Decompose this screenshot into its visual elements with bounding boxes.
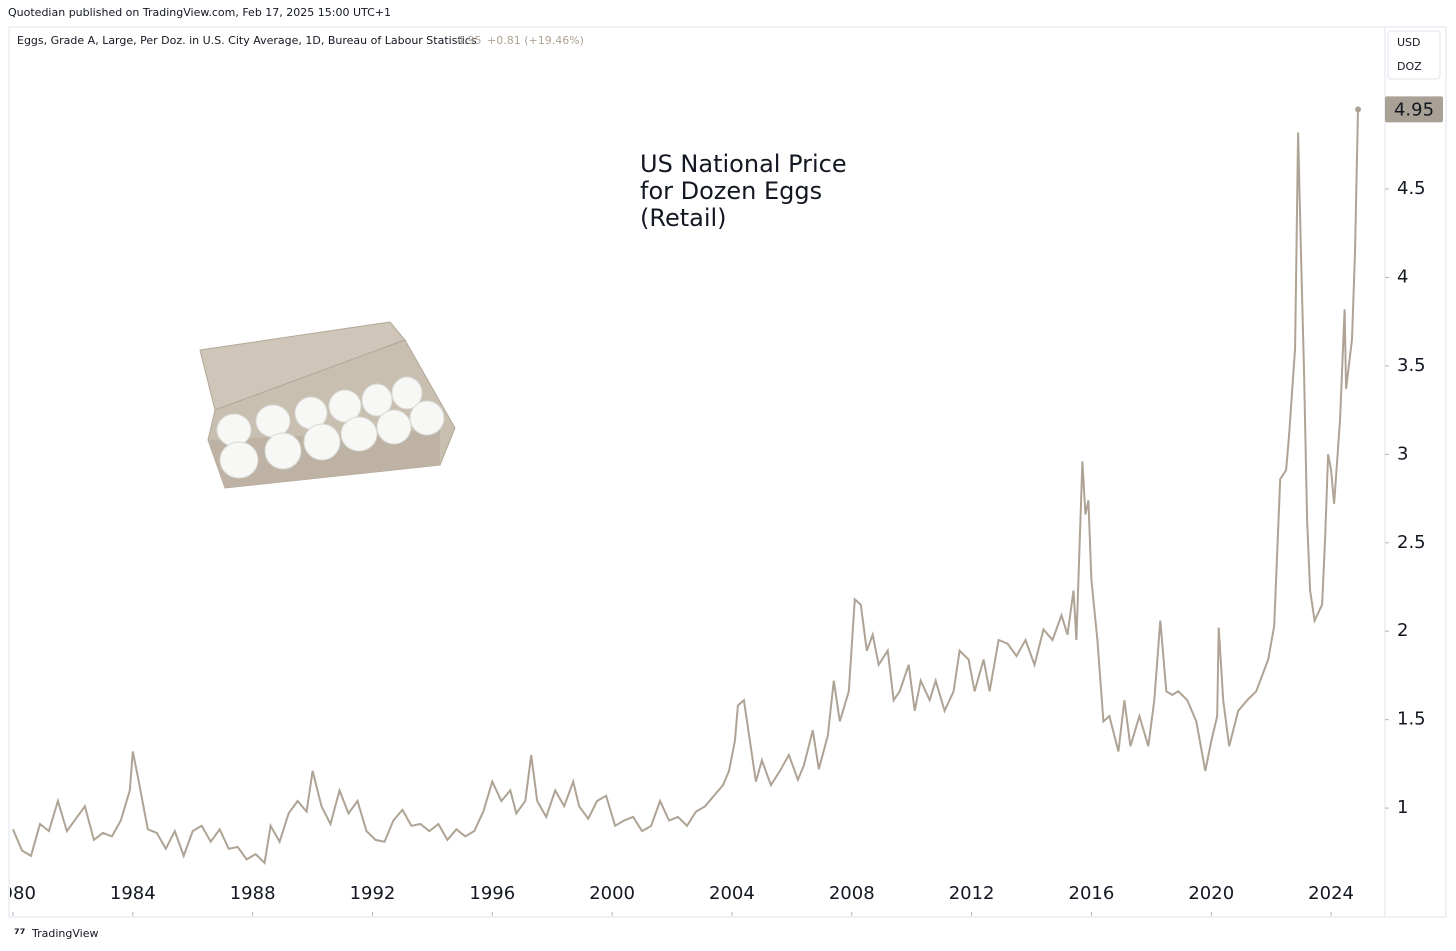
last-point <box>1355 106 1362 113</box>
y-tick-label: 2.5 <box>1397 532 1426 553</box>
x-tick-label: 2012 <box>949 883 995 904</box>
x-tick-label: 1988 <box>230 883 276 904</box>
y-tick-label: 2 <box>1397 620 1408 641</box>
unit[interactable]: DOZ <box>1397 60 1422 73</box>
x-tick-label: 1996 <box>469 883 515 904</box>
price-line <box>12 109 1359 865</box>
x-tick-label: 2024 <box>1308 883 1354 904</box>
x-tick-label: 2008 <box>829 883 875 904</box>
x-tick-label: 2020 <box>1188 883 1234 904</box>
price-tag-label: 4.95 <box>1394 99 1434 120</box>
y-tick-label: 4 <box>1397 266 1408 287</box>
x-tick-label: 2016 <box>1069 883 1115 904</box>
price-tag <box>1385 96 1443 123</box>
y-tick-label: 3.5 <box>1397 355 1426 376</box>
y-tick-label: 3 <box>1397 443 1408 464</box>
unit-box[interactable] <box>1387 30 1441 80</box>
x-tick-label: 1992 <box>350 883 396 904</box>
annotation-line: for Dozen Eggs <box>640 177 822 205</box>
symbol-legend: Eggs, Grade A, Large, Per Doz. in U.S. C… <box>17 34 477 47</box>
y-tick-label: 1 <box>1397 797 1408 818</box>
y-tick-label: 4.5 <box>1397 178 1426 199</box>
chart-frame <box>8 26 1447 918</box>
x-tick-label: 1980 <box>0 883 36 904</box>
logo-mark: ⁷⁷ <box>14 928 25 943</box>
published-line: Quotedian published on TradingView.com, … <box>8 6 391 19</box>
footer-brand: TradingView <box>31 927 98 940</box>
legend-change: +0.81 (+19.46%) <box>487 34 584 47</box>
x-tick-label: 2004 <box>709 883 755 904</box>
annotation-line: US National Price <box>640 150 847 178</box>
legend-price: 4.95 <box>457 34 482 47</box>
annotation-line: (Retail) <box>640 204 727 232</box>
x-tick-label: 2000 <box>589 883 635 904</box>
currency[interactable]: USD <box>1397 36 1421 49</box>
x-tick-label: 1984 <box>110 883 156 904</box>
y-tick-label: 1.5 <box>1397 709 1426 730</box>
egg-carton-image <box>199 321 456 489</box>
